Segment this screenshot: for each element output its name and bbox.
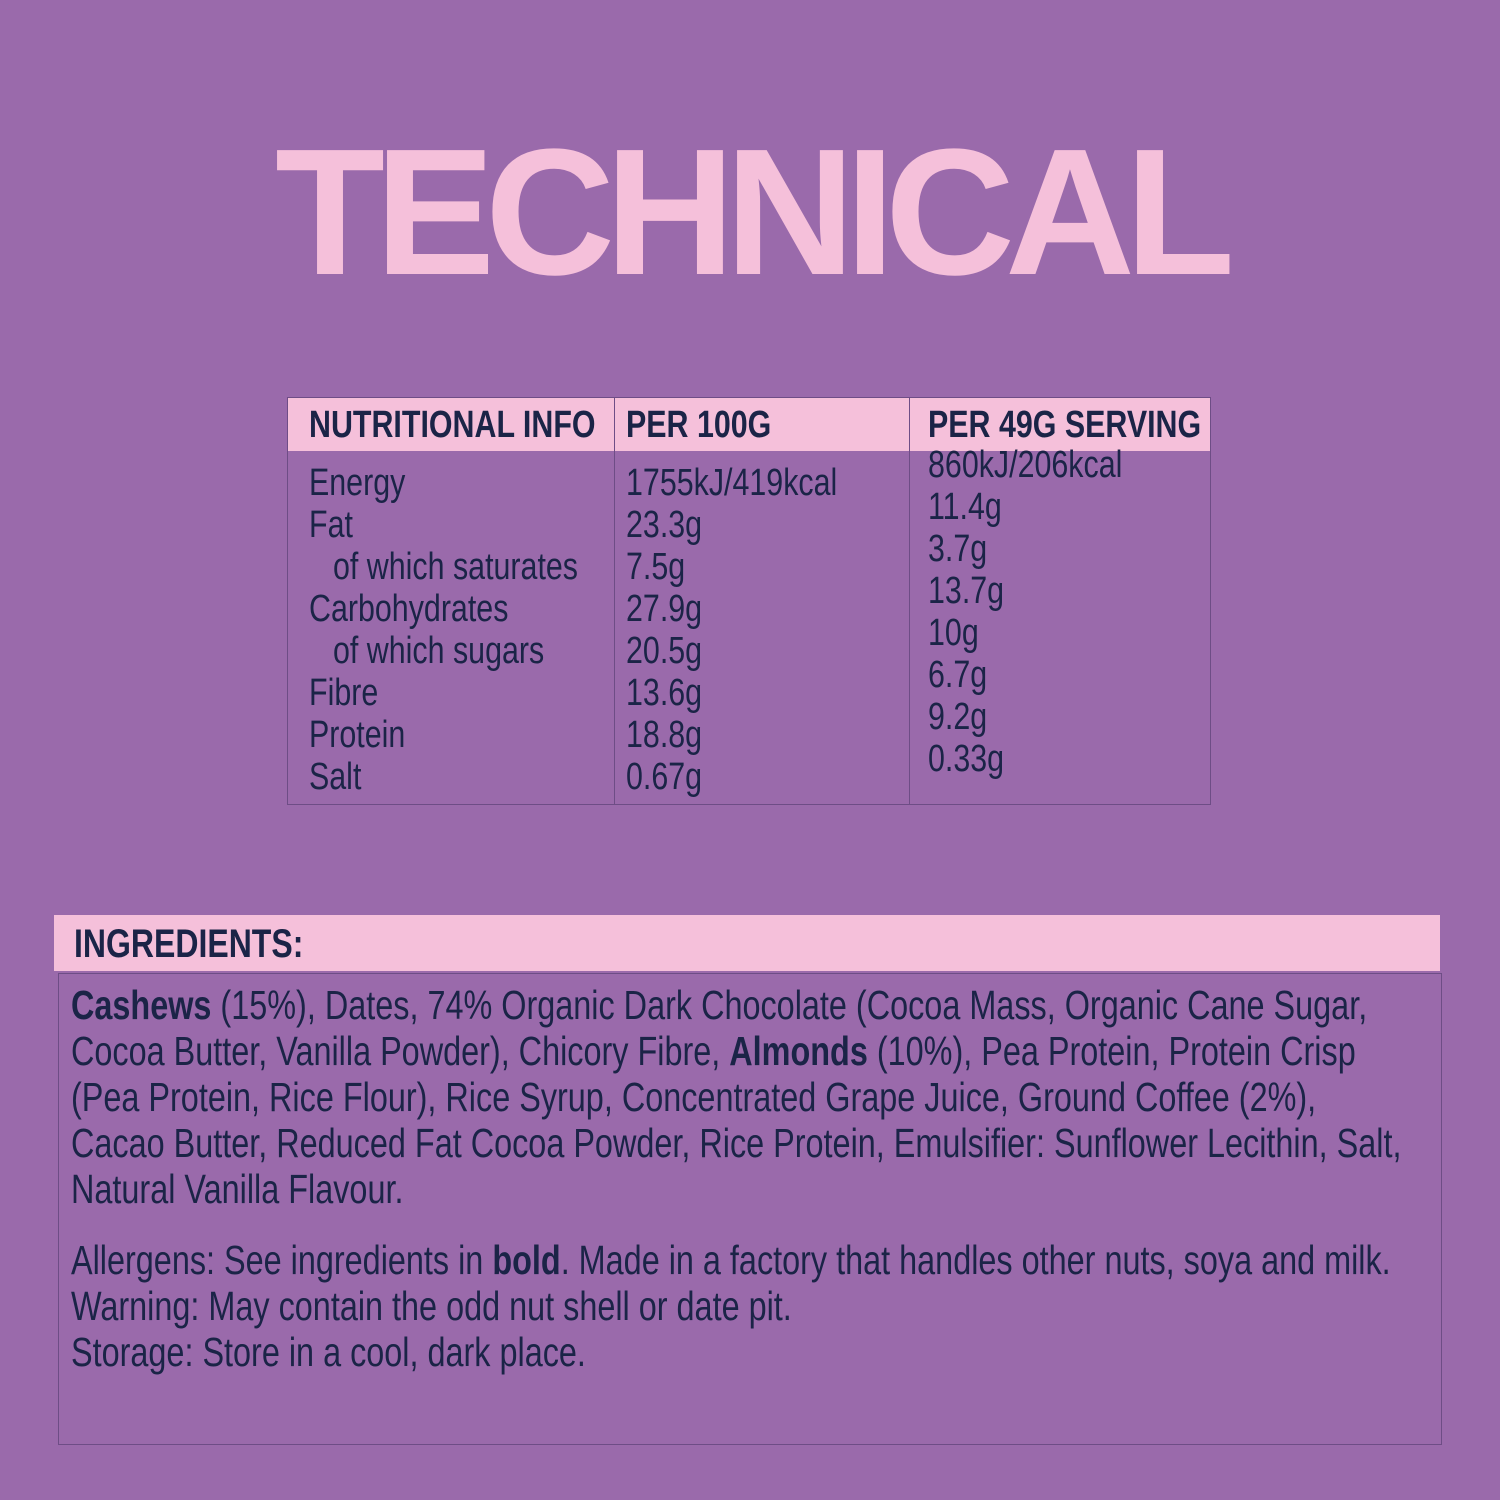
ingredients-heading: INGREDIENTS: — [74, 922, 304, 966]
nutrient-per-serving: 0.33g — [928, 738, 1005, 780]
allergen-highlight: Almonds — [729, 1028, 868, 1074]
nutrient-label: of which saturates — [333, 546, 579, 588]
nutrient-label: Carbohydrates — [309, 588, 509, 630]
storage-text: Storage: Store in a cool, dark place. — [71, 1329, 586, 1375]
nutrient-per-serving: 13.7g — [928, 570, 1005, 612]
nutrient-per-serving: 10g — [928, 612, 979, 654]
nutrient-per-100g: 20.5g — [626, 630, 703, 672]
header-per-100g: PER 100G — [626, 404, 772, 446]
nutrient-per-100g: 27.9g — [626, 588, 703, 630]
nutrient-per-serving: 3.7g — [928, 528, 988, 570]
nutrient-per-serving: 11.4g — [928, 486, 1002, 528]
header-nutritional-info: NUTRITIONAL INFO — [309, 404, 596, 446]
nutrient-per-100g: 23.3g — [626, 504, 703, 546]
nutrient-per-serving: 6.7g — [928, 654, 988, 696]
nutrient-label: of which sugars — [333, 630, 545, 672]
header-per-serving: PER 49G SERVING — [928, 404, 1202, 446]
nutrient-per-100g: 0.67g — [626, 756, 703, 798]
nutrient-per-serving: 860kJ/206kcal — [928, 444, 1123, 486]
allergens-text: Allergens: See ingredients in bold. Made… — [71, 1237, 1414, 1329]
nutrition-table: NUTRITIONAL INFO PER 100G PER 49G SERVIN… — [287, 397, 1211, 805]
text-segment: Allergens: See ingredients in — [71, 1237, 493, 1283]
text-segment: (10%), Pea Protein, Protein Crisp (Pea P… — [71, 1028, 1402, 1212]
nutrient-label: Fibre — [309, 672, 379, 714]
nutrient-per-100g: 13.6g — [626, 672, 703, 714]
nutrient-per-100g: 18.8g — [626, 714, 703, 756]
page-title-text: TECHNICAL — [275, 112, 1235, 313]
nutrient-label: Energy — [309, 462, 406, 504]
text-segment: . Made in a factory that handles other n… — [71, 1237, 1391, 1329]
allergen-highlight: Cashews — [71, 982, 212, 1028]
allergen-highlight: bold — [492, 1237, 561, 1283]
ingredients-header: INGREDIENTS: — [54, 915, 1440, 971]
page-title: TECHNICAL — [258, 112, 1242, 313]
nutrient-label: Protein — [309, 714, 406, 756]
ingredients-box: Cashews (15%), Dates, 74% Organic Dark C… — [58, 973, 1442, 1445]
nutrient-label: Salt — [309, 756, 362, 798]
column-divider — [909, 398, 910, 804]
nutrient-per-serving: 9.2g — [928, 696, 988, 738]
ingredients-text: Cashews (15%), Dates, 74% Organic Dark C… — [71, 982, 1414, 1212]
text-segment: (15%), Dates, 74% Organic Dark Chocolate… — [71, 982, 1368, 1074]
nutrient-per-100g: 7.5g — [626, 546, 686, 588]
column-divider — [614, 398, 615, 804]
nutrient-per-100g: 1755kJ/419kcal — [626, 462, 838, 504]
nutrition-table-header — [288, 398, 1210, 451]
nutrient-label: Fat — [309, 504, 353, 546]
